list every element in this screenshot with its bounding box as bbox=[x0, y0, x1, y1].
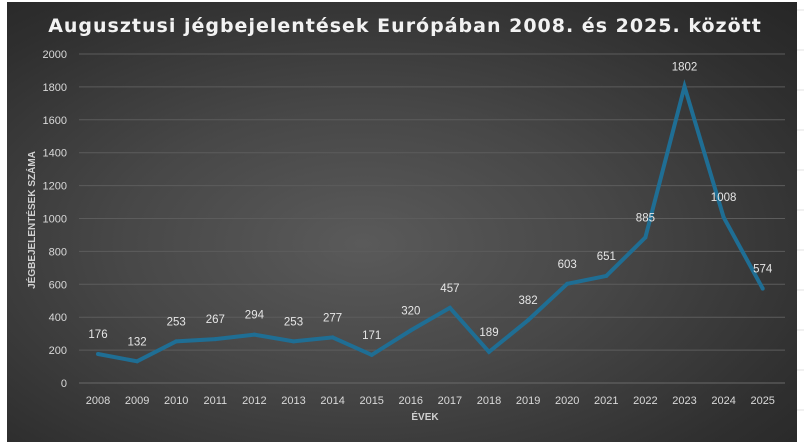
data-point[interactable] bbox=[96, 352, 100, 357]
x-tick-label: 2014 bbox=[320, 395, 344, 407]
data-label: 382 bbox=[519, 295, 538, 307]
chart-title: Augusztusi jégbejelentések Európában 200… bbox=[48, 15, 762, 37]
y-tick-label: 600 bbox=[49, 279, 67, 291]
x-tick-label: 2025 bbox=[750, 395, 774, 407]
data-label: 320 bbox=[401, 305, 420, 317]
data-point[interactable] bbox=[447, 305, 452, 310]
data-point[interactable] bbox=[760, 286, 765, 291]
data-point[interactable] bbox=[604, 273, 609, 278]
data-point[interactable] bbox=[330, 335, 335, 340]
y-tick-label: 1000 bbox=[43, 214, 67, 226]
data-label: 603 bbox=[558, 259, 577, 271]
y-tick-label: 200 bbox=[49, 345, 67, 357]
data-label: 885 bbox=[636, 212, 655, 224]
y-tick-label: 1600 bbox=[43, 115, 67, 127]
data-label: 1802 bbox=[672, 62, 698, 74]
x-tick-label: 2018 bbox=[477, 395, 501, 407]
data-point[interactable] bbox=[682, 84, 687, 89]
data-point[interactable] bbox=[291, 339, 296, 344]
y-tick-label: 2000 bbox=[43, 49, 67, 61]
x-tick-label: 2012 bbox=[242, 395, 266, 407]
y-tick-label: 800 bbox=[49, 246, 67, 258]
y-axis-label: JÉGBEJELENTÉSEK SZÁMA bbox=[25, 151, 38, 289]
x-tick-label: 2008 bbox=[86, 395, 110, 407]
data-point[interactable] bbox=[643, 235, 648, 240]
line-chart: Augusztusi jégbejelentések Európában 200… bbox=[25, 15, 785, 423]
x-tick-label: 2017 bbox=[438, 395, 462, 407]
chart-area[interactable]: Augusztusi jégbejelentések Európában 200… bbox=[7, 2, 797, 442]
data-label: 176 bbox=[88, 329, 107, 341]
data-label: 294 bbox=[245, 310, 265, 322]
data-label: 253 bbox=[167, 316, 186, 328]
x-tick-label: 2015 bbox=[359, 395, 383, 407]
data-point[interactable] bbox=[213, 337, 218, 342]
data-point[interactable] bbox=[174, 339, 179, 344]
data-label: 171 bbox=[362, 330, 381, 342]
x-tick-label: 2019 bbox=[516, 395, 540, 407]
y-tick-label: 1400 bbox=[43, 148, 67, 160]
data-point[interactable] bbox=[135, 359, 140, 364]
data-point[interactable] bbox=[408, 328, 413, 333]
data-label: 1008 bbox=[711, 192, 737, 204]
x-tick-label: 2024 bbox=[711, 395, 735, 407]
x-tick-label: 2020 bbox=[555, 395, 579, 407]
y-tick-label: 1200 bbox=[43, 181, 67, 193]
x-tick-label: 2013 bbox=[281, 395, 305, 407]
x-tick-label: 2011 bbox=[203, 395, 227, 407]
x-tick-label: 2021 bbox=[594, 395, 618, 407]
data-label: 574 bbox=[753, 264, 773, 276]
data-label: 651 bbox=[597, 251, 616, 263]
data-label: 132 bbox=[128, 336, 147, 348]
data-point[interactable] bbox=[252, 332, 257, 337]
data-label: 189 bbox=[479, 327, 498, 339]
data-point[interactable] bbox=[487, 349, 491, 354]
x-tick-label: 2022 bbox=[633, 395, 657, 407]
data-label: 253 bbox=[284, 316, 303, 328]
y-tick-label: 0 bbox=[61, 378, 67, 390]
x-tick-label: 2016 bbox=[399, 395, 423, 407]
y-tick-label: 400 bbox=[49, 312, 67, 324]
x-tick-label: 2009 bbox=[125, 395, 149, 407]
x-tick-label: 2023 bbox=[672, 395, 696, 407]
x-tick-label: 2010 bbox=[164, 395, 188, 407]
data-label: 457 bbox=[440, 283, 459, 295]
series-line bbox=[97, 79, 765, 364]
data-point[interactable] bbox=[721, 215, 726, 220]
x-axis-label: ÉVEK bbox=[411, 410, 439, 423]
data-point[interactable] bbox=[369, 352, 374, 357]
data-point[interactable] bbox=[565, 281, 570, 286]
data-point[interactable] bbox=[526, 318, 531, 323]
y-tick-label: 1800 bbox=[43, 82, 67, 94]
data-label: 277 bbox=[323, 312, 342, 324]
data-label: 267 bbox=[206, 314, 225, 326]
